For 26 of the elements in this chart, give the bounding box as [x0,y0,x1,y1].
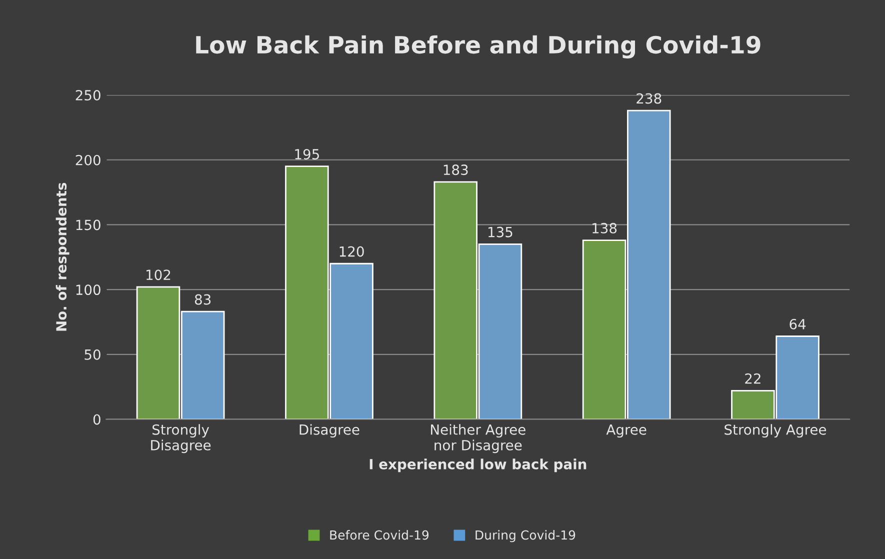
data-label: 120 [340,246,364,257]
data-label: 195 [295,148,319,160]
x-tick-label: Disagree [300,424,360,438]
y-axis-title: No. of respondents [56,182,70,331]
y-tick-label: 150 [76,220,100,230]
y-tick-label: 0 [93,414,100,425]
y-tick-label: 100 [76,284,100,296]
legend-label: During Covid-19 [476,530,576,542]
x-tick-label: Neither Agree nor Disagree [431,424,526,454]
data-label: 183 [444,164,468,176]
data-label: 22 [745,373,760,384]
y-tick-label: 200 [76,154,100,166]
data-label: 135 [488,226,512,238]
x-tick-label: Strongly Disagree [151,424,211,454]
x-tick-label: Agree [606,424,646,438]
data-label: 138 [592,222,617,234]
data-label: 238 [636,93,662,104]
legend-label: Before Covid-19 [330,530,429,540]
chart-title: Low Back Pain Before and During Covid-19 [196,35,760,58]
data-label: 83 [194,294,211,305]
y-tick-label: 50 [84,349,100,360]
x-axis-title: I experienced low back pain [370,458,586,472]
data-label: 64 [790,318,806,330]
y-tick-label: 250 [76,90,100,101]
data-label: 102 [146,270,170,280]
x-tick-label: Strongly Agree [724,424,826,438]
